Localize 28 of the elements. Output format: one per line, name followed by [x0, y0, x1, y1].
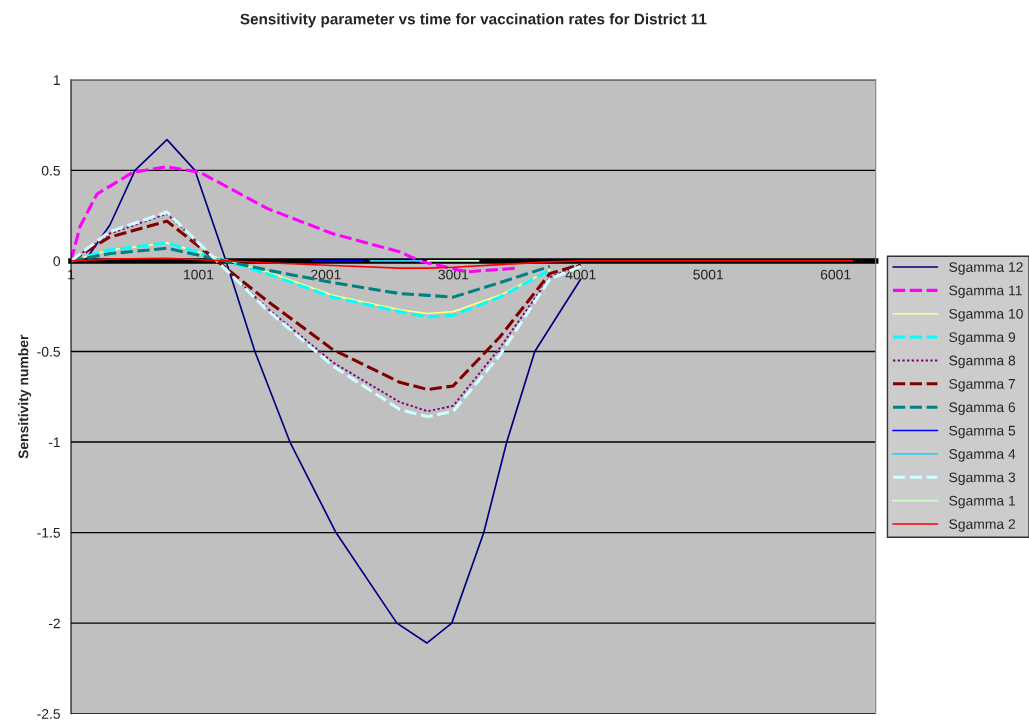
legend-label: Sgamma 1	[949, 495, 1016, 509]
y-tick-label: -0.5	[37, 346, 60, 357]
legend-label: Sgamma 2	[949, 519, 1016, 532]
x-tick-label: 2001	[311, 269, 341, 280]
y-tick-label: -2.5	[37, 708, 60, 719]
legend-label: Sgamma 9	[949, 332, 1016, 345]
y-tick-label: -1	[48, 437, 60, 448]
line-series	[71, 257, 854, 270]
chart-title: Sensitivity parameter vs time for vaccination rates for District 11	[240, 13, 707, 28]
y-tick-label: -1.5	[37, 528, 60, 538]
y-tick-label: -2	[48, 618, 60, 629]
legend-label: Sgamma 4	[949, 449, 1016, 462]
x-tick-label: 4001	[565, 269, 596, 280]
legend-label: Sgamma 12	[949, 262, 1023, 275]
y-tick-label: 0.5	[41, 165, 60, 176]
y-axis-title: Sensitivity number	[18, 334, 32, 459]
legend-label: Sgamma 8	[949, 355, 1016, 369]
x-tick-label: 5001	[693, 269, 723, 280]
legend-label: Sgamma 3	[949, 472, 1016, 486]
legend-label: Sgamma 5	[949, 425, 1016, 439]
legend-label: Sgamma 7	[949, 378, 1016, 392]
y-tick-label: 0	[53, 256, 61, 267]
x-tick-label: 1001	[184, 269, 214, 280]
legend-label: Sgamma 10	[949, 308, 1023, 322]
y-tick-label: 1	[53, 75, 60, 85]
legend-label: Sgamma 11	[949, 285, 1022, 299]
x-tick-label: 6001	[820, 269, 851, 280]
legend-label: Sgamma 6	[949, 402, 1016, 415]
